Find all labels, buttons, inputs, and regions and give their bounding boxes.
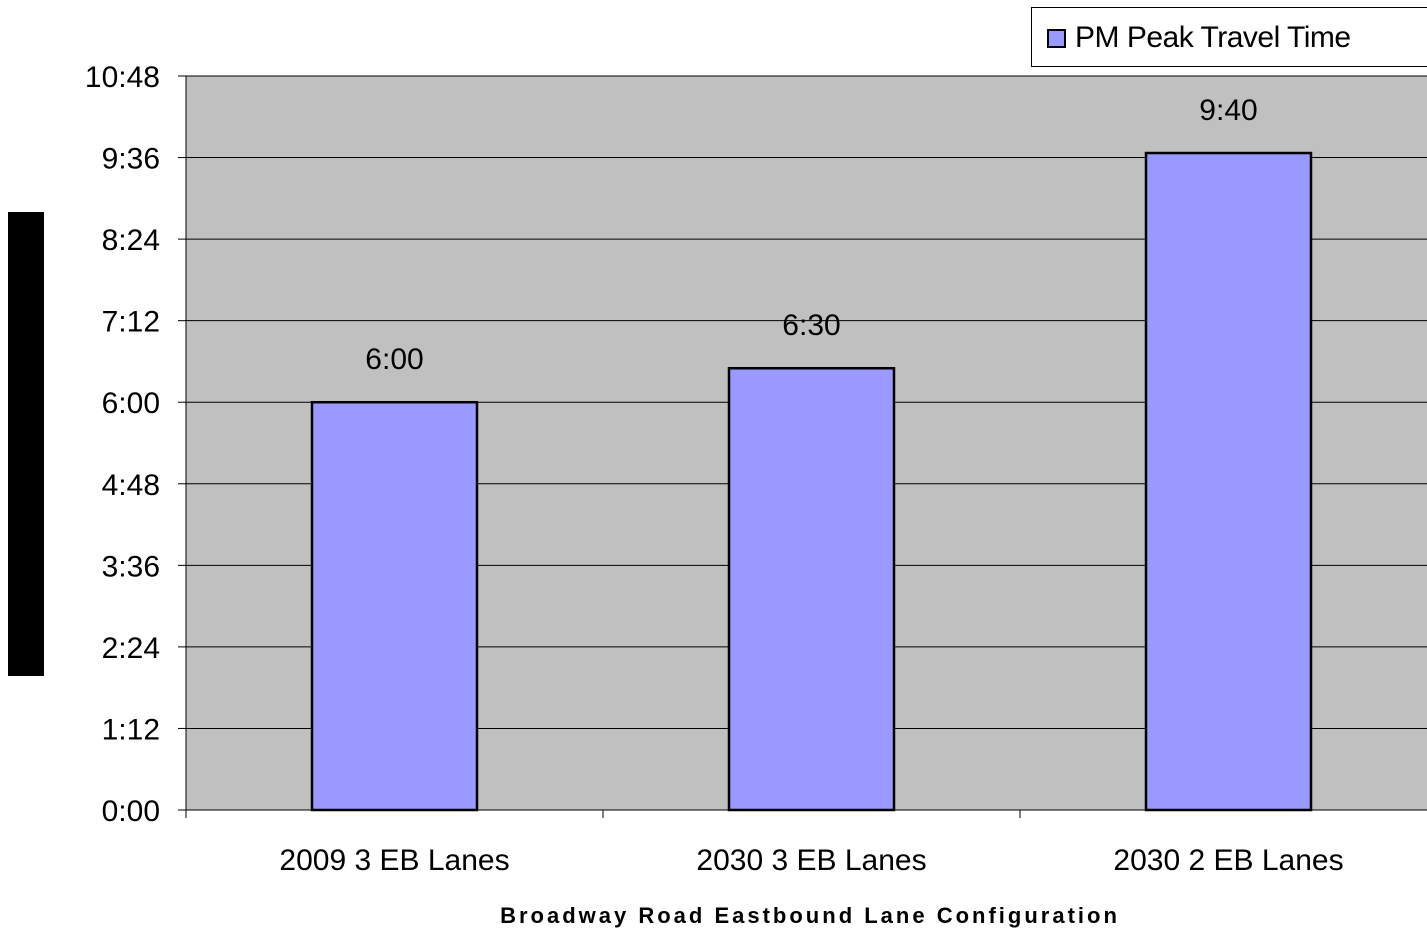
- bar: [727, 366, 896, 812]
- x-axis-title: Broadway Road Eastbound Lane Configurati…: [500, 903, 1120, 928]
- legend-swatch: [1047, 29, 1066, 48]
- x-tick-label: 2009 3 EB Lanes: [279, 844, 509, 877]
- x-tick-label: 2030 2 EB Lanes: [1113, 844, 1343, 877]
- y-tick-label: 10:48: [85, 61, 160, 94]
- data-label: 9:40: [1199, 94, 1257, 127]
- y-tick-label: 9:36: [102, 143, 160, 176]
- y-tick-label: 3:36: [102, 550, 160, 583]
- y-tick-label: 7:12: [102, 306, 160, 339]
- legend: PM Peak Travel Time: [1031, 7, 1427, 67]
- y-tick-label: 6:00: [102, 387, 160, 420]
- legend-label: PM Peak Travel Time: [1075, 21, 1351, 54]
- y-tick-label: 4:48: [102, 469, 160, 502]
- y-tick-label: 0:00: [102, 795, 160, 828]
- y-tick-label: 2:24: [102, 632, 160, 665]
- data-label: 6:00: [365, 343, 423, 376]
- x-tick-label: 2030 3 EB Lanes: [696, 844, 926, 877]
- bar: [1144, 151, 1313, 812]
- data-label: 6:30: [782, 309, 840, 342]
- y-tick-label: 8:24: [102, 224, 160, 257]
- y-axis-title-redacted: [8, 212, 44, 676]
- y-tick-label: 1:12: [102, 713, 160, 746]
- bar: [310, 400, 479, 812]
